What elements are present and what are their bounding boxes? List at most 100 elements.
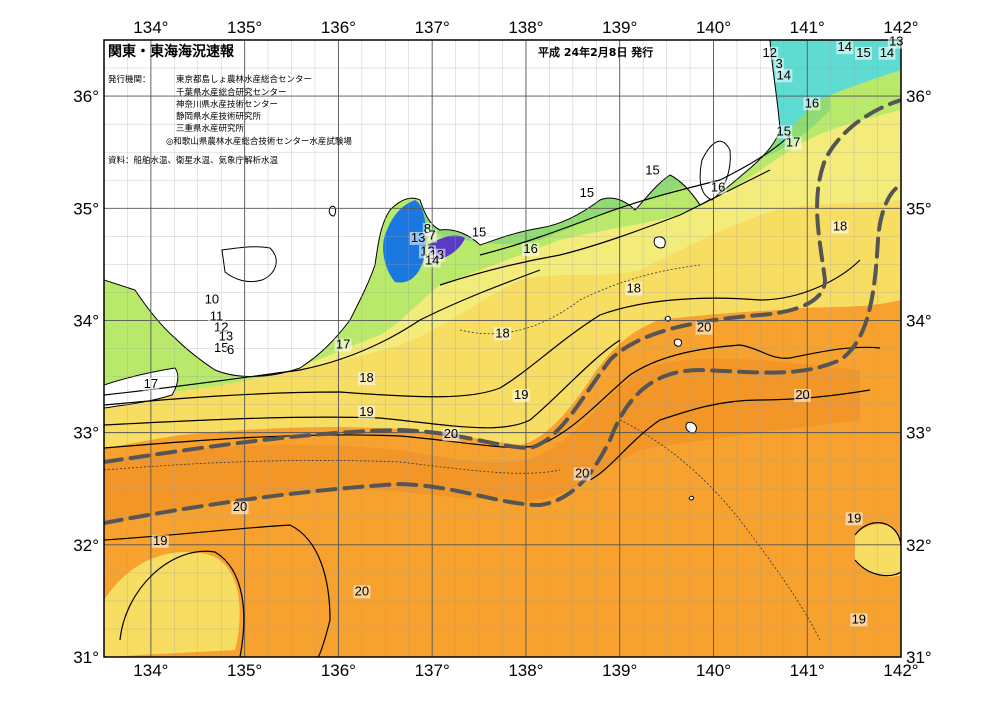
isotherm-label: 20 [575,466,589,481]
longitude-label: 140° [696,661,731,680]
longitude-label: 134° [133,18,168,37]
isotherm-15 [479,134,791,256]
isotherm-label-bg [512,388,530,402]
isotherm-label: 8 [424,221,431,236]
isotherm-17 [104,269,541,396]
isotherm-label-bg [878,46,896,60]
publisher-item: ◎和歌山県農林水産総合技術センター水産試験場 [166,136,352,147]
isotherm-label-bg [775,125,793,139]
longitude-label: 137° [415,18,450,37]
isotherm-label-bg [845,512,863,526]
isotherm-label: 20 [444,426,458,441]
isotherm-label: 19 [852,611,866,626]
publisher-item: 静岡県水産技術研究所 [176,111,262,122]
isotherm-label-bg [353,585,371,599]
minor-isotherm-2 [619,419,821,641]
isotherm-label: 13 [411,230,425,245]
isotherm-label-bg [217,330,235,344]
isotherm-label: 19 [514,387,528,402]
isotherm-label-bg [784,136,802,150]
map-frame [103,39,902,658]
isotherm-label: 18 [359,370,373,385]
isotherm-label-bg [850,613,868,627]
isotherm-label: 20 [697,320,711,335]
latitude-label: 34° [73,311,99,330]
isotherm-label-bg [573,467,591,481]
latitude-label: 32° [906,536,932,555]
isotherm-label: 15 [472,224,486,239]
longitude-label: 142° [883,661,918,680]
small-island-2 [688,495,694,501]
isotherm-label-bg [151,534,169,548]
isotherm-label-bg [774,58,784,72]
isotherm-label-bg [358,372,376,386]
isotherm-label-bg [422,222,433,236]
latitude-label: 33° [73,424,99,443]
isotherm-label: 14 [838,39,852,54]
isotherm-label-bg [854,46,872,60]
longitude-labels-top: 134° 135° 136° 137° 138° 139° 140° 141° 142° [133,18,918,37]
isotherm-20-east [589,389,871,481]
isotherm-label-bg [761,46,779,60]
isotherm-label: 18 [495,325,509,340]
longitude-label: 142° [883,18,918,37]
isotherm-label-bg [494,327,511,341]
latitude-label: 33° [906,424,932,443]
kuroshio-axis-north [104,98,901,464]
isotherm-label: 18 [833,219,847,234]
publisher-item: 千葉県水産総合研究センター [176,87,287,98]
isotherm-label: 19 [847,510,861,525]
small-island-3 [328,205,337,217]
isotherm-label-bg [208,310,226,324]
kuroshio-axis-south [104,183,901,525]
isotherm-label-bg [709,181,727,195]
isotherm-label: 15 [645,163,659,178]
isotherm-label: 16 [805,95,819,110]
isotherm-label: 15 [856,45,870,60]
isotherm-label-bg [225,344,236,358]
isotherm-label: 13 [889,34,903,49]
isotherm-label-bg [142,377,160,391]
longitude-labels-bottom: 134° 135° 136° 137° 138° 139° 140° 141° 142° [133,661,918,680]
isotherm-label-bg [212,341,230,355]
map-title: 関東・東海海況速報 [108,43,235,60]
cyan-zone-northeast [770,40,901,145]
major-grid [104,40,901,657]
latitude-label: 32° [73,536,99,555]
isotherm-label: 17 [144,376,158,391]
isotherm-label-bg [644,164,662,178]
isotherm-label: 3 [775,56,782,71]
isotherm-label-bg [831,220,849,234]
isotherm-label-bg [625,282,643,296]
isotherm-label: 15 [777,123,791,138]
isotherm-label: 16 [711,179,725,194]
latitude-label: 31° [73,648,99,667]
isotherm-labels: 2020202020201919191919181818181717171616… [142,34,905,627]
longitude-label: 139° [602,18,637,37]
isotherm-label: 16 [523,241,537,256]
isotherm-label: 20 [355,583,369,598]
isotherm-label-bg [203,293,221,307]
longitude-label: 141° [790,18,825,37]
issue-date: 平成 24年2月8日 発行 [538,45,653,59]
isotherm-label: 20 [795,387,809,402]
isotherm-label: 14 [425,252,439,267]
isotherm-label-bg [409,231,427,245]
longitude-label: 134° [133,661,168,680]
latitude-label: 35° [73,199,99,218]
isotherm-20-south [104,524,331,657]
isotherm-19-south-west [119,550,245,657]
latitude-labels-left: 36° 35° 34° 33° 32° 31° [73,87,99,667]
data-sources: 資料：船舶水温、衛星水温、気象庁解析水温 [108,155,279,166]
isotherm-label-bg [578,187,596,201]
longitude-label: 139° [602,661,637,680]
longitude-label: 135° [227,661,262,680]
isotherm-label: 20 [233,499,247,514]
isotherm-label-bg [522,243,540,257]
isotherm-label-bg [695,321,713,335]
isotherm-label: 13 [219,329,233,344]
publisher-label: 発行機関： [108,74,151,85]
isotherm-label-bg [358,405,376,419]
latitude-labels-right: 36° 35° 34° 33° 32° 31° [906,87,932,667]
isotherm-label: 18 [627,280,641,295]
